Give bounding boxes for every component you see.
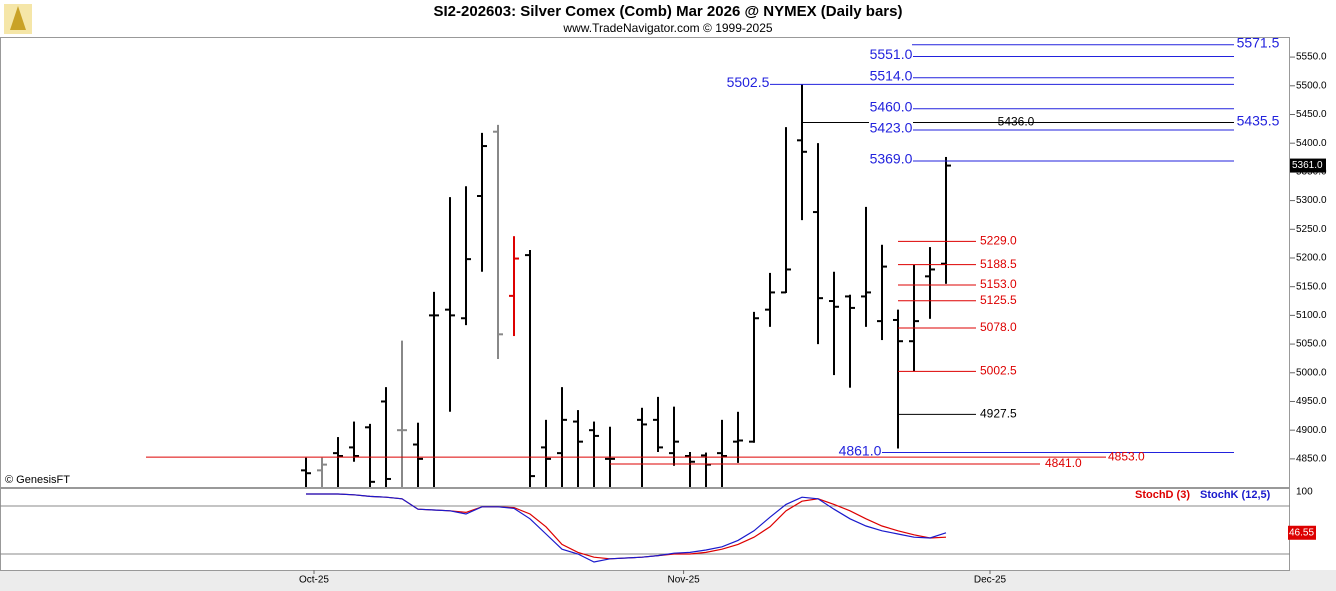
y-tick-label: 5100.0: [1296, 310, 1327, 321]
stoch-plot: [0, 493, 1290, 563]
y-tick-label: 5550.0: [1296, 52, 1327, 63]
level-label: 4861.0: [839, 442, 882, 458]
level-label-bg: [869, 69, 913, 85]
y-tick-label: 4850.0: [1296, 454, 1327, 465]
y-tick-label: 5450.0: [1296, 109, 1327, 120]
level-label: 5369.0: [870, 151, 913, 167]
level-label: 5188.5: [980, 257, 1017, 271]
level-label-bg: [838, 444, 882, 460]
axes: 4850.0 4900.0 4950.0 5000.0 5050.0 5100.0 5150…: [146, 34, 1327, 586]
x-tick-label: Dec-25: [974, 575, 1007, 586]
chart-subtitle: www.TradeNavigator.com © 1999-2025: [562, 21, 772, 35]
price-plot: [301, 84, 951, 487]
legend-entry: StochK (12,5): [1200, 489, 1271, 501]
y-tick-label: 5300.0: [1296, 195, 1327, 206]
level-label: 5423.0: [870, 120, 913, 136]
last-price-box: [1290, 158, 1326, 173]
level-label: 5153.0: [980, 277, 1017, 291]
y-tick-label: 4900.0: [1296, 425, 1327, 436]
level-label: 5078.0: [980, 320, 1017, 334]
level-label: 5571.5: [1237, 34, 1280, 50]
level-label: 5002.5: [980, 364, 1017, 378]
level-label-bg: [726, 76, 770, 92]
level-label: 5551.0: [870, 46, 913, 62]
y-tick-label: 5200.0: [1296, 253, 1327, 264]
x-axis-band: [0, 570, 1336, 591]
logo: [4, 4, 32, 34]
level-label: 4853.0: [1108, 449, 1145, 463]
chart-title: SI2-202603: Silver Comex (Comb) Mar 2026…: [434, 3, 903, 20]
y-tick-label: 5500.0: [1296, 80, 1327, 91]
level-label-bg: [869, 152, 913, 168]
y-tick-label: 5400.0: [1296, 138, 1327, 149]
y-tick-label: 5000.0: [1296, 367, 1327, 378]
level-label: 5125.5: [980, 293, 1017, 307]
level-label-bg: [869, 48, 913, 64]
level-label: 5436.0: [998, 115, 1035, 129]
y-tick-label: 5050.0: [1296, 339, 1327, 350]
level-label: 4927.5: [980, 407, 1017, 421]
x-tick-label: Nov-25: [667, 575, 700, 586]
level-label: 4841.0: [1045, 456, 1082, 470]
stoch-tick-label: 100: [1296, 487, 1313, 498]
level-label: 5435.5: [1237, 113, 1280, 129]
y-tick-label: 4950.0: [1296, 396, 1327, 407]
level-label: 5502.5: [727, 74, 770, 90]
stoch-line: [306, 493, 947, 563]
x-tick-label: Oct-25: [299, 575, 329, 586]
y-tick-label: 5250.0: [1296, 224, 1327, 235]
last-price-label: 5361.0: [1292, 160, 1323, 171]
main-frame: [0, 37, 1290, 488]
level-label-bg: [869, 100, 913, 116]
y-tick-label: 5150.0: [1296, 281, 1327, 292]
level-label: 5514.0: [870, 67, 913, 83]
legend-entry: StochD (3): [1135, 489, 1190, 501]
stoch-last-label: 46.55: [1289, 527, 1314, 538]
level-label-bg: [869, 121, 913, 137]
level-label: 5229.0: [980, 234, 1017, 248]
level-label: 5460.0: [870, 98, 913, 114]
copyright: © GenesisFT: [5, 474, 70, 486]
stoch-last-box: [1288, 525, 1316, 540]
